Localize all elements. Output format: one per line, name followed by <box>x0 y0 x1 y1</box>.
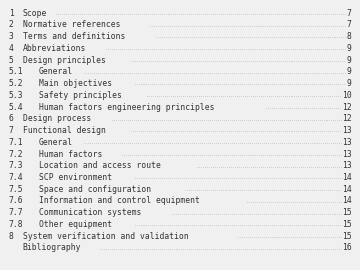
Text: Space and configuration: Space and configuration <box>39 185 151 194</box>
Text: Design process: Design process <box>23 114 91 123</box>
Text: 15: 15 <box>342 220 351 229</box>
Text: 7.6: 7.6 <box>9 197 23 205</box>
Text: 10: 10 <box>342 91 351 100</box>
Text: 15: 15 <box>342 232 351 241</box>
Text: 16: 16 <box>342 244 351 252</box>
Text: Human factors engineering principles: Human factors engineering principles <box>39 103 214 112</box>
Text: 7: 7 <box>346 9 351 18</box>
Text: SCP environment: SCP environment <box>39 173 112 182</box>
Text: 4: 4 <box>9 44 14 53</box>
Text: 6: 6 <box>9 114 14 123</box>
Text: 5.3: 5.3 <box>9 91 23 100</box>
Text: Information and control equipment: Information and control equipment <box>39 197 199 205</box>
Text: 9: 9 <box>346 44 351 53</box>
Text: Normative references: Normative references <box>23 21 120 29</box>
Text: 7.4: 7.4 <box>9 173 23 182</box>
Text: Scope: Scope <box>23 9 47 18</box>
Text: 13: 13 <box>342 126 351 135</box>
Text: Terms and definitions: Terms and definitions <box>23 32 125 41</box>
Text: 1: 1 <box>9 9 14 18</box>
Text: General: General <box>39 67 73 76</box>
Text: 5: 5 <box>9 56 14 65</box>
Text: 14: 14 <box>342 173 351 182</box>
Text: 7.3: 7.3 <box>9 161 23 170</box>
Text: 15: 15 <box>342 208 351 217</box>
Text: 7: 7 <box>9 126 14 135</box>
Text: Human factors: Human factors <box>39 150 102 158</box>
Text: 2: 2 <box>9 21 14 29</box>
Text: Location and access route: Location and access route <box>39 161 161 170</box>
Text: Abbreviations: Abbreviations <box>23 44 86 53</box>
Text: 13: 13 <box>342 150 351 158</box>
Text: Main objectives: Main objectives <box>39 79 112 88</box>
Text: 8: 8 <box>9 232 14 241</box>
Text: 9: 9 <box>346 79 351 88</box>
Text: 7.7: 7.7 <box>9 208 23 217</box>
Text: 13: 13 <box>342 161 351 170</box>
Text: Communication systems: Communication systems <box>39 208 141 217</box>
Text: 5.2: 5.2 <box>9 79 23 88</box>
Text: 3: 3 <box>9 32 14 41</box>
Text: Design principles: Design principles <box>23 56 105 65</box>
Text: 8: 8 <box>346 32 351 41</box>
Text: Functional design: Functional design <box>23 126 105 135</box>
Text: Safety principles: Safety principles <box>39 91 121 100</box>
Text: 7.8: 7.8 <box>9 220 23 229</box>
Text: 12: 12 <box>342 103 351 112</box>
Text: 7.2: 7.2 <box>9 150 23 158</box>
Text: 9: 9 <box>346 56 351 65</box>
Text: 7.5: 7.5 <box>9 185 23 194</box>
Text: 7: 7 <box>346 21 351 29</box>
Text: Other equipment: Other equipment <box>39 220 112 229</box>
Text: 5.4: 5.4 <box>9 103 23 112</box>
Text: 14: 14 <box>342 185 351 194</box>
Text: 5.1: 5.1 <box>9 67 23 76</box>
Text: Bibliography: Bibliography <box>23 244 81 252</box>
Text: System verification and validation: System verification and validation <box>23 232 188 241</box>
Text: 13: 13 <box>342 138 351 147</box>
Text: 14: 14 <box>342 197 351 205</box>
Text: General: General <box>39 138 73 147</box>
Text: 12: 12 <box>342 114 351 123</box>
Text: 7.1: 7.1 <box>9 138 23 147</box>
Text: 9: 9 <box>346 67 351 76</box>
